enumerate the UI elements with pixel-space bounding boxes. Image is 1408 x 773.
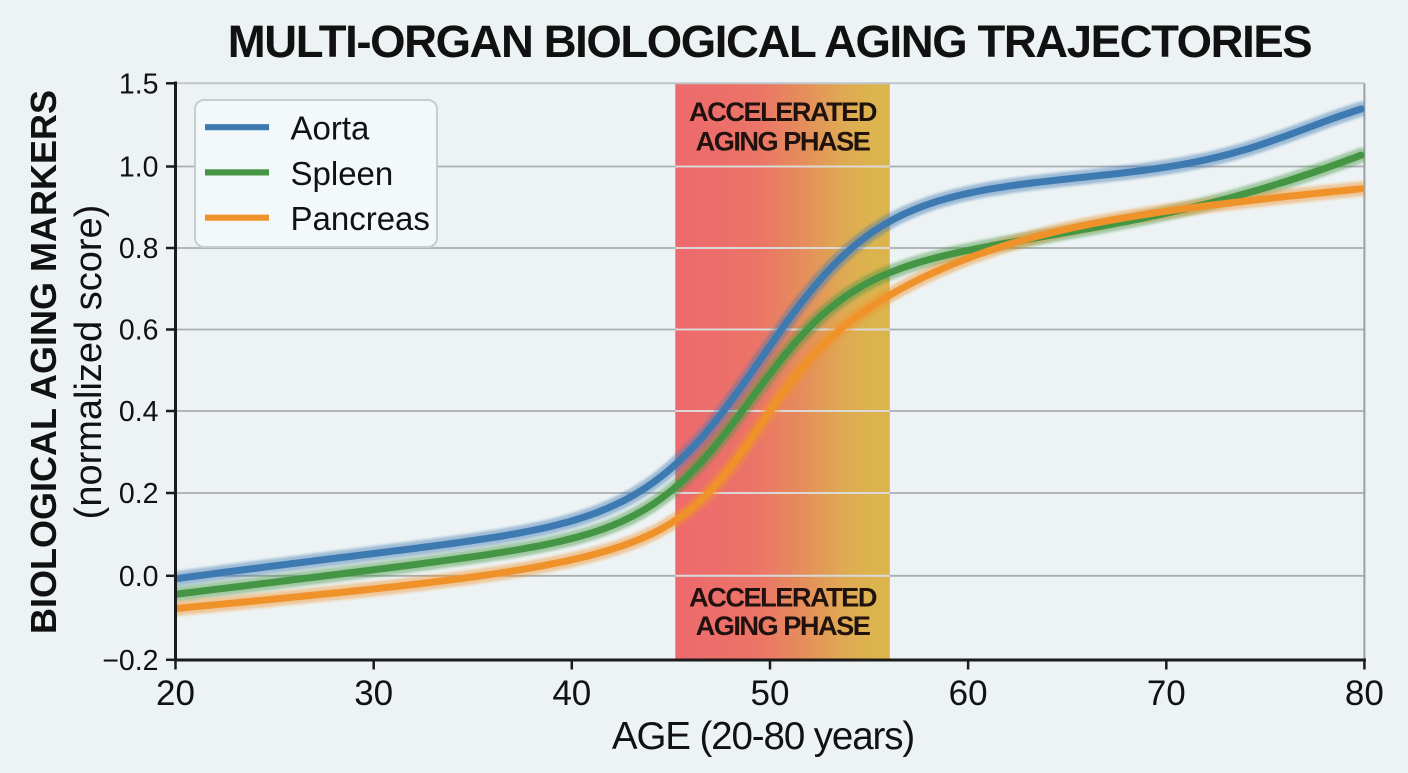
svg-text:0.8: 0.8 <box>119 233 159 265</box>
svg-text:60: 60 <box>949 674 988 713</box>
svg-text:30: 30 <box>354 674 393 713</box>
svg-text:AGING PHASE: AGING PHASE <box>696 610 871 641</box>
svg-text:40: 40 <box>552 674 591 713</box>
svg-text:50: 50 <box>751 674 790 713</box>
svg-text:AGING PHASE: AGING PHASE <box>696 125 871 156</box>
svg-text:(normalized score): (normalized score) <box>68 205 110 520</box>
svg-text:MULTI-ORGAN BIOLOGICAL AGING T: MULTI-ORGAN BIOLOGICAL AGING TRAJECTORIE… <box>228 16 1312 67</box>
svg-text:20: 20 <box>156 674 195 713</box>
svg-text:ACCELERATED: ACCELERATED <box>689 581 877 612</box>
svg-text:80: 80 <box>1345 674 1384 713</box>
svg-text:−0.2: −0.2 <box>102 645 158 677</box>
svg-text:Spleen: Spleen <box>291 155 394 192</box>
svg-text:BIOLOGICAL AGING MARKERS: BIOLOGICAL AGING MARKERS <box>23 90 64 634</box>
svg-text:0.6: 0.6 <box>119 315 159 347</box>
svg-text:0.2: 0.2 <box>119 478 159 510</box>
svg-text:ACCELERATED: ACCELERATED <box>689 96 877 127</box>
svg-text:AGE (20-80 years): AGE (20-80 years) <box>612 715 914 758</box>
svg-text:1.0: 1.0 <box>119 152 159 184</box>
svg-text:Pancreas: Pancreas <box>291 200 430 237</box>
svg-text:0.0: 0.0 <box>119 561 159 593</box>
svg-text:0.4: 0.4 <box>119 396 159 428</box>
svg-text:Aorta: Aorta <box>291 110 371 147</box>
svg-text:70: 70 <box>1147 674 1186 713</box>
svg-text:1.5: 1.5 <box>119 69 159 101</box>
